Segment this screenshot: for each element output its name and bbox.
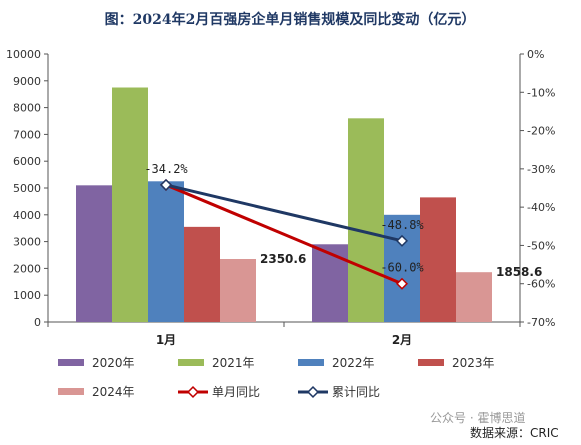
right-tick-label: -30% (527, 163, 555, 176)
bar (112, 87, 148, 322)
series-line (165, 183, 403, 243)
bar (312, 244, 348, 322)
legend-swatch (418, 359, 444, 366)
right-tick-label: -60% (527, 278, 555, 291)
right-tick-label: -70% (527, 316, 555, 329)
watermark-text: 公众号 · 霍博思道 (430, 410, 525, 425)
legend-label: 单月同比 (212, 385, 260, 399)
x-category-label: 1月 (156, 333, 176, 347)
legend-label: 2020年 (92, 356, 135, 370)
left-tick-label: 2000 (13, 262, 41, 275)
legend-swatch-marker (186, 385, 200, 399)
line-series (159, 178, 409, 290)
bar-data-label: 1858.6 (496, 265, 542, 279)
legend-swatch-marker (306, 385, 320, 399)
chart-title: 图：2024年2月百强房企单月销售规模及同比变动（亿元） (105, 11, 476, 28)
left-tick-label: 0 (34, 316, 41, 329)
legend-label: 2024年 (92, 385, 135, 399)
right-tick-label: -50% (527, 239, 555, 252)
legend-label: 2021年 (212, 356, 255, 370)
legend-label: 2023年 (452, 356, 495, 370)
x-category-label: 2月 (392, 333, 412, 347)
legend-label: 2022年 (332, 356, 375, 370)
right-tick-label: -10% (527, 86, 555, 99)
bar-series (76, 87, 492, 322)
left-tick-label: 7000 (13, 128, 41, 141)
line-data-label: -48.8% (380, 218, 424, 232)
legend-swatch (178, 359, 204, 366)
source-note: 数据来源：CRIC (470, 425, 559, 440)
left-tick-label: 10000 (6, 48, 41, 61)
left-tick-label: 3000 (13, 236, 41, 249)
right-tick-label: -40% (527, 201, 555, 214)
right-tick-label: -20% (527, 125, 555, 138)
left-tick-label: 1000 (13, 289, 41, 302)
legend-swatch (298, 359, 324, 366)
left-tick-label: 9000 (13, 75, 41, 88)
legend: 2020年 2021年 2022年 2023年 2024年 单月同比 累计同比 (58, 356, 495, 399)
line-data-label: -34.2% (144, 162, 188, 176)
line-data-label: -60.0% (380, 261, 424, 275)
legend-swatch (58, 388, 84, 395)
series-line (165, 183, 403, 286)
bar (76, 185, 112, 322)
bar (184, 226, 220, 322)
series-point (395, 234, 409, 247)
data-labels: 2350.6 1858.6 -34.2% -60.0% -48.8% (144, 162, 542, 279)
axes: 0 1000 2000 3000 4000 5000 6000 7000 8000 9000 100… (6, 48, 555, 347)
bar (220, 259, 256, 322)
legend-label: 累计同比 (332, 385, 380, 399)
series-point (159, 178, 173, 191)
left-tick-label: 8000 (13, 102, 41, 115)
left-tick-label: 4000 (13, 209, 41, 222)
bar (384, 214, 420, 322)
bar (420, 197, 456, 322)
left-tick-label: 6000 (13, 155, 41, 168)
legend-swatch (58, 359, 84, 366)
right-tick-label: 0% (527, 48, 544, 61)
series-point (395, 277, 409, 290)
bar (348, 118, 384, 322)
left-tick-label: 5000 (13, 182, 41, 195)
bar-data-label: 2350.6 (260, 252, 306, 266)
bar (456, 272, 492, 322)
bar (148, 181, 184, 322)
